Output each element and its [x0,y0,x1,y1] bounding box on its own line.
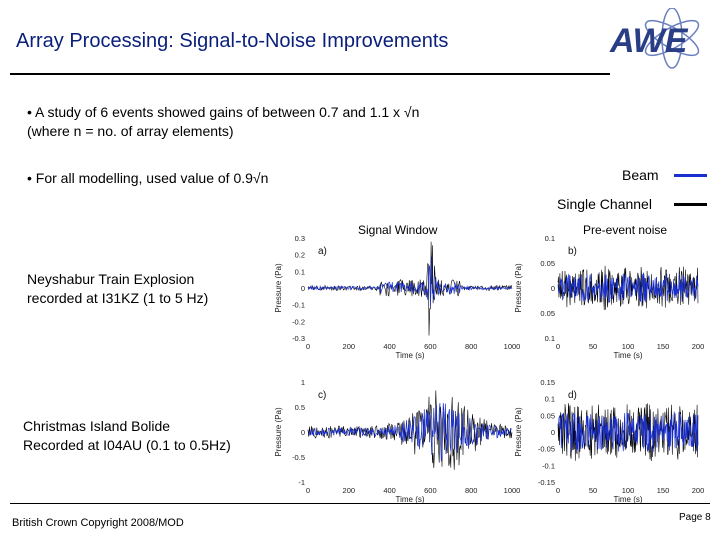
y-tick-label: 1 [301,378,305,387]
x-tick-label: 200 [692,486,705,495]
y-tick-label: 0.3 [295,234,305,243]
y-axis-label: Pressure (Pa) [274,407,283,457]
event1-caption-line2: recorded at I31KZ (1 to 5 Hz) [27,290,209,306]
signal-window-label: Signal Window [358,223,438,237]
x-tick-label: 400 [383,486,396,495]
y-tick-label: 0.15 [540,378,555,387]
y-tick-label: -0.05 [538,445,555,454]
x-tick-label: 100 [622,342,635,351]
title-divider [10,73,610,75]
beam-trace [557,411,699,453]
beam-trace [557,272,699,303]
event1-caption-line1: Neyshabur Train Explosion [27,271,195,287]
y-tick-label: -0.1 [542,461,555,470]
event2-caption: Christmas Island Bolide Recorded at I04A… [23,417,231,455]
y-tick-label: 0.5 [295,403,305,412]
x-tick-label: 200 [343,342,356,351]
x-tick-label: 0 [556,342,560,351]
y-axis-label: Pressure (Pa) [514,263,523,313]
awe-logo: AWE [609,8,700,69]
bullet-study-line1: • A study of 6 events showed gains of be… [27,104,420,120]
footer-divider [10,503,710,504]
panel-label: d) [568,390,577,401]
copyright-text: British Crown Copyright 2008/MOD [12,517,184,529]
x-tick-label: 50 [589,486,597,495]
panel-label: b) [568,246,577,257]
x-tick-label: 0 [556,486,560,495]
x-tick-label: 100 [622,486,635,495]
x-tick-label: 600 [424,342,437,351]
x-tick-label: 0 [306,486,310,495]
y-tick-label: -0.15 [538,478,555,487]
y-tick-label: -0.3 [292,334,305,343]
single-channel-trace [307,390,513,470]
y-tick-label: 0 [551,284,555,293]
bullet-study: • A study of 6 events showed gains of be… [27,103,419,141]
slide-title: Array Processing: Signal-to-Noise Improv… [16,30,449,52]
legend-beam-swatch [674,174,707,177]
legend-single-swatch [674,203,707,206]
y-axis-label: Pressure (Pa) [274,263,283,313]
bullet-study-line2: (where n = no. of array elements) [27,123,234,139]
y-tick-label: 0.05 [540,309,555,318]
y-tick-label: 0.1 [545,234,555,243]
y-tick-label: 0.2 [295,251,305,260]
legend-beam-label: Beam [622,167,659,183]
event2-caption-line2: Recorded at I04AU (0.1 to 0.5Hz) [23,437,231,453]
single-channel-trace [557,265,699,311]
logo-text: AWE [609,22,689,60]
x-tick-label: 800 [465,342,478,351]
plot-d: Pressure (Pa)0.150.10.050-0.05-0.1-0.150… [514,378,705,504]
panel-label: a) [318,246,327,257]
x-tick-label: 200 [692,342,705,351]
x-axis-label: Time (s) [613,351,642,360]
legend-single-label: Single Channel [557,196,652,212]
page-number: Page 8 [679,512,711,523]
panel-label: c) [318,390,326,401]
y-tick-label: 0 [551,428,555,437]
x-tick-label: 150 [657,486,670,495]
y-tick-label: 0.1 [545,395,555,404]
y-tick-label: 0.1 [545,334,555,343]
event1-caption: Neyshabur Train Explosion recorded at I3… [27,270,208,308]
x-axis-label: Time (s) [395,351,424,360]
plot-c: Pressure (Pa)10.50-0.5-10 200 400 600 800 100… [274,378,521,504]
pre-event-noise-label: Pre-event noise [583,223,668,237]
y-tick-label: -0.5 [292,453,305,462]
y-tick-label: 0.1 [295,267,305,276]
bullet-modelling: • For all modelling, used value of 0.9√n [27,170,269,186]
event2-caption-line1: Christmas Island Bolide [23,418,171,434]
y-axis-label: Pressure (Pa) [514,407,523,457]
beam-trace [307,256,513,307]
x-tick-label: 50 [589,342,597,351]
y-tick-label: 0 [301,284,305,293]
x-tick-label: 400 [383,342,396,351]
y-tick-label: 0.05 [540,259,555,268]
x-tick-label: 0 [306,342,310,351]
y-tick-label: 0 [301,428,305,437]
x-axis-label: Time (s) [395,495,424,504]
x-axis-label: Time (s) [613,495,642,504]
y-tick-label: -1 [298,478,305,487]
y-tick-label: 0.05 [540,411,555,420]
x-tick-label: 800 [465,486,478,495]
beam-trace [307,403,513,462]
y-tick-label: -0.1 [292,301,305,310]
x-tick-label: 600 [424,486,437,495]
x-tick-label: 200 [343,486,356,495]
x-tick-label: 1000 [504,342,521,351]
y-tick-label: -0.2 [292,317,305,326]
x-tick-label: 150 [657,342,670,351]
plot-a: Pressure (Pa)0.30.20.10-0.1-0.2-0.30 200 4… [274,234,521,360]
x-tick-label: 1000 [504,486,521,495]
single-channel-trace [307,241,513,336]
